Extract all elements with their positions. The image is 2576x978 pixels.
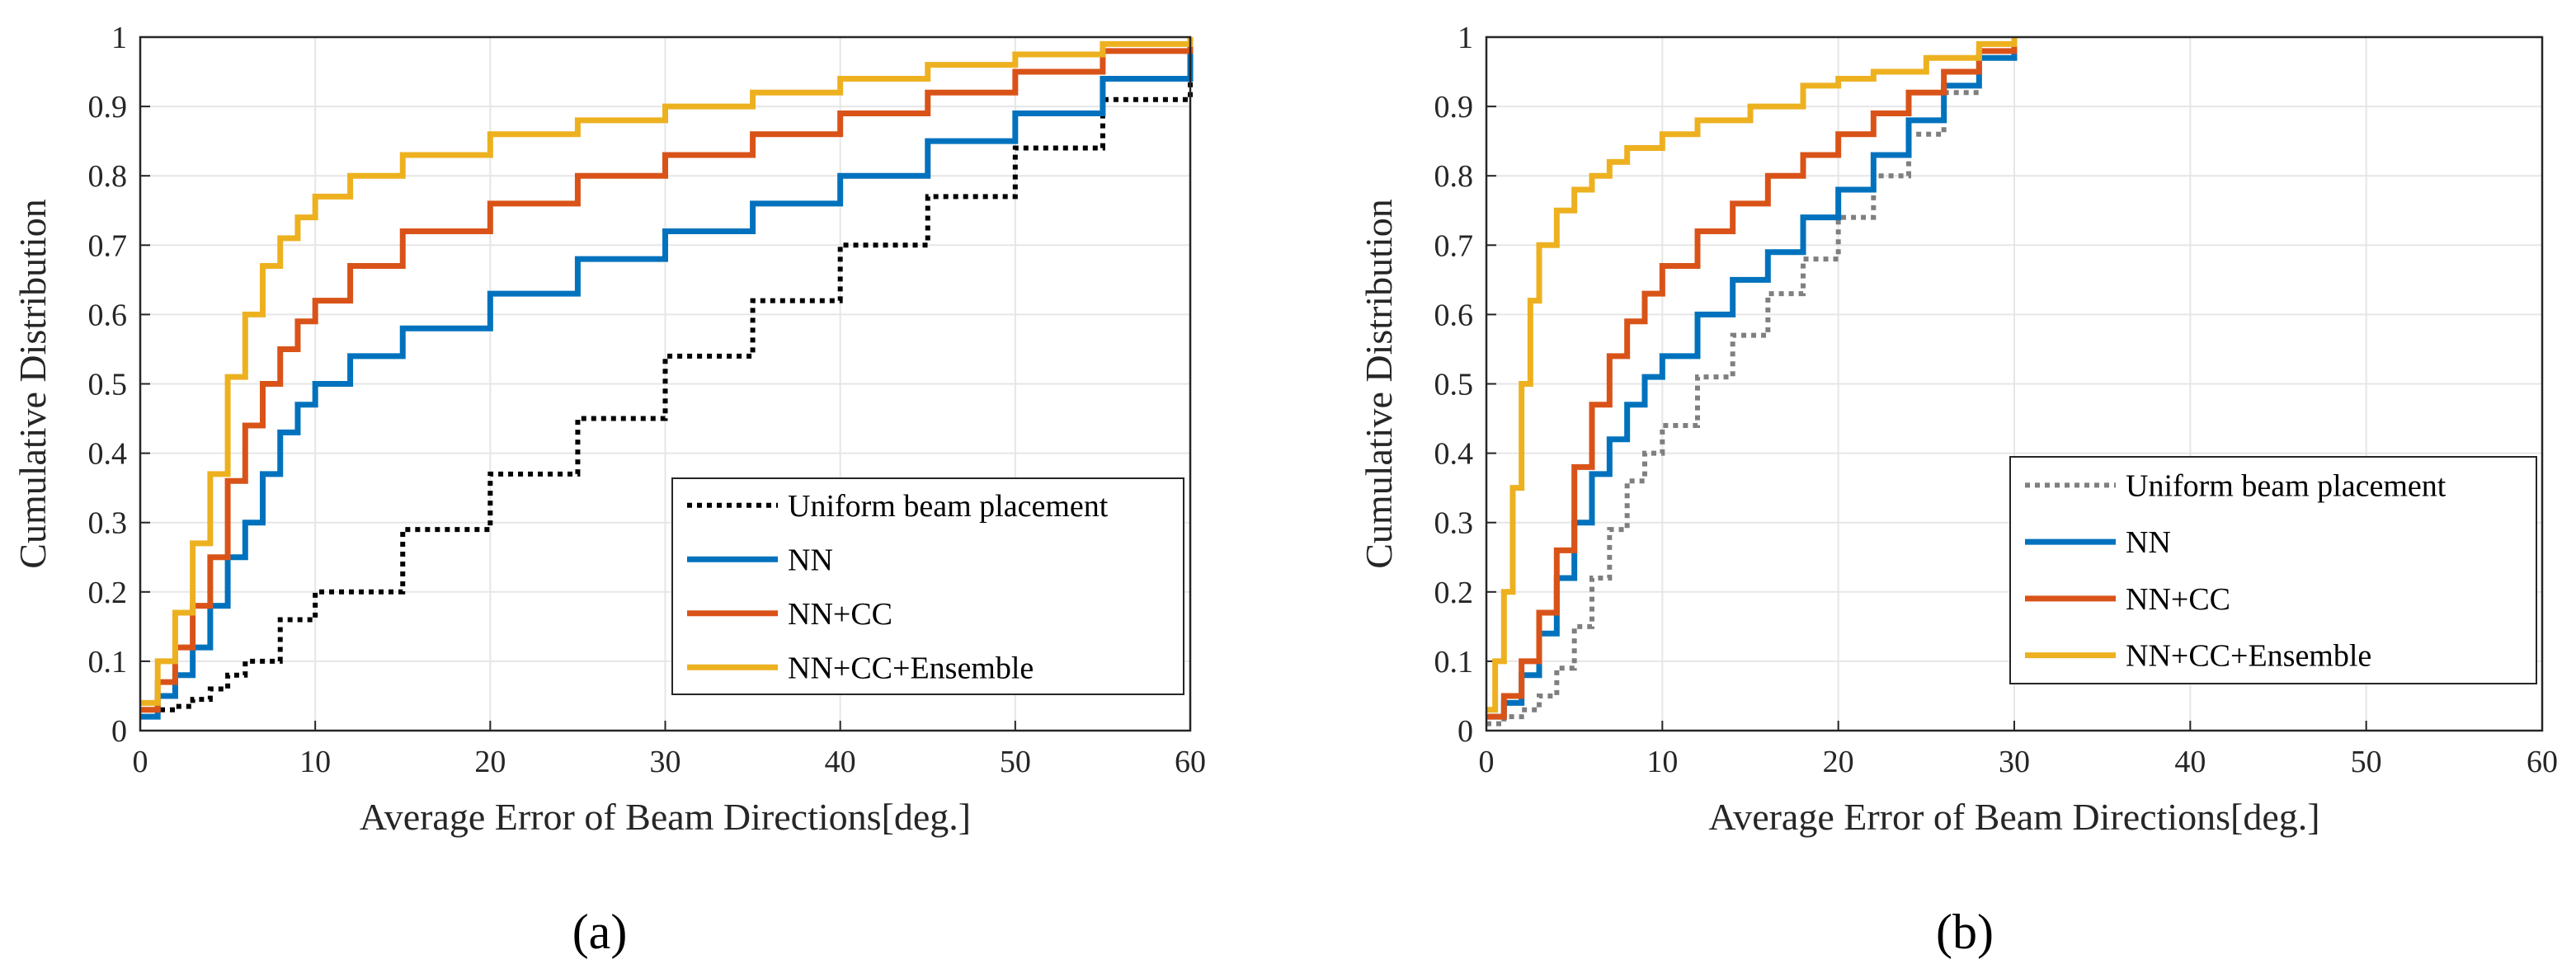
chart-b-axes-frame <box>1485 35 2544 732</box>
chart-a-y-tick-label: 1 <box>111 21 127 55</box>
chart-b-legend-label: NN <box>2126 525 2171 560</box>
chart-b-x-axis-label: Average Error of Beam Directions[deg.] <box>1708 796 2319 838</box>
chart-a-legend: Uniform beam placement NN NN+CC NN+CC+Ensem… <box>671 477 1184 695</box>
caption-a-text: (a) <box>572 905 628 959</box>
chart-b-series-nn-cc <box>1486 40 2018 720</box>
chart-b-legend-label: Uniform beam placement <box>2126 468 2446 503</box>
chart-a-series-uniform-beam-placement <box>140 50 1193 712</box>
chart-a-y-tick-label: 0.1 <box>88 645 128 679</box>
chart-a-legend-box <box>671 477 1184 695</box>
chart-b-legend-box <box>2009 456 2537 684</box>
chart-a-x-tick-label: 0 <box>133 745 148 779</box>
chart-b-y-tick-label: 0.1 <box>1434 645 1474 679</box>
chart-a-x-tick-label: 40 <box>825 745 856 779</box>
chart-a-y-tick-label: 0 <box>111 714 127 749</box>
chart-a-y-tick-label: 0.9 <box>88 90 128 125</box>
chart-b-x-tick-label: 20 <box>1823 745 1854 779</box>
chart-panel-a: 0 10 20 30 40 50 60 0 0.1 0.2 0.3 0.4 0.5 0.6 0.7 0.8 0.… <box>12 21 1206 838</box>
chart-panel-b: 0 10 20 30 40 50 60 0 0.1 0.2 0.3 0.4 0.5 0.6 0.7 0.8 0.… <box>1358 21 2558 838</box>
chart-b-x-tick-label: 60 <box>2527 745 2558 779</box>
chart-b-series-uniform-beam-placement <box>1486 40 2017 726</box>
chart-a-y-tick-label: 0.6 <box>88 298 128 332</box>
chart-b-y-tick-label: 0.4 <box>1434 437 1474 472</box>
chart-a-y-tick-label: 0.8 <box>88 159 128 194</box>
chart-b-series-nn-cc-ensemble <box>1486 37 2018 713</box>
chart-a-legend-label: NN <box>788 543 833 577</box>
chart-b-x-tick-label: 10 <box>1646 745 1678 779</box>
chart-a-axes-frame <box>139 35 1192 732</box>
chart-a-y-tick-label: 0.2 <box>88 576 128 610</box>
chart-b-y-tick-label: 1 <box>1458 21 1473 55</box>
chart-b-y-tick-label: 0.9 <box>1434 90 1474 125</box>
chart-a-x-tick-label: 10 <box>299 745 331 779</box>
chart-b-y-tick-label: 0 <box>1458 714 1473 749</box>
chart-a-series-nn <box>140 50 1194 720</box>
chart-a-legend-label: Uniform beam placement <box>788 489 1109 524</box>
chart-b-y-tick-label: 0.5 <box>1434 368 1474 402</box>
chart-a-y-tick-label: 0.5 <box>88 368 128 402</box>
chart-b-legend: Uniform beam placement NN NN+CC NN+CC+Ensem… <box>2009 456 2537 684</box>
chart-a-y-tick-label: 0.4 <box>88 437 128 472</box>
chart-a-y-tick-label: 0.3 <box>88 506 128 541</box>
chart-b-y-tick-label: 0.2 <box>1434 576 1474 610</box>
chart-a-series-nn-cc-ensemble <box>140 37 1194 706</box>
chart-a-series-nn-cc <box>140 40 1194 713</box>
chart-b-series-nn <box>1486 40 2018 720</box>
chart-a-x-tick-label: 60 <box>1175 745 1206 779</box>
chart-b-y-tick-label: 0.3 <box>1434 506 1474 541</box>
chart-b-x-tick-label: 40 <box>2174 745 2206 779</box>
chart-b-x-tick-label: 0 <box>1479 745 1495 779</box>
chart-b-legend-label: NN+CC+Ensemble <box>2126 639 2371 674</box>
chart-a-legend-label: NN+CC+Ensemble <box>788 651 1034 685</box>
caption-b: (b) <box>1936 905 1994 959</box>
chart-b-y-tick-label: 0.7 <box>1434 228 1474 263</box>
caption-a: (a) <box>572 905 628 959</box>
chart-b-y-tick-label: 0.8 <box>1434 159 1474 194</box>
chart-a-y-axis-label: Cumulative Distribution <box>12 199 54 568</box>
chart-a-x-tick-label: 20 <box>474 745 506 779</box>
chart-b-y-axis-label: Cumulative Distribution <box>1358 199 1400 568</box>
chart-a-x-axis-label: Average Error of Beam Directions[deg.] <box>360 796 971 838</box>
chart-b-y-tick-label: 0.6 <box>1434 298 1474 332</box>
chart-b-x-tick-label: 50 <box>2351 745 2382 779</box>
chart-a-x-tick-label: 50 <box>1000 745 1031 779</box>
chart-b-legend-label: NN+CC <box>2126 582 2230 617</box>
chart-a-legend-label: NN+CC <box>788 597 892 632</box>
chart-a-x-tick-label: 30 <box>650 745 681 779</box>
chart-a-y-tick-label: 0.7 <box>88 228 128 263</box>
chart-b-x-tick-label: 30 <box>1999 745 2030 779</box>
caption-b-text: (b) <box>1936 905 1994 959</box>
